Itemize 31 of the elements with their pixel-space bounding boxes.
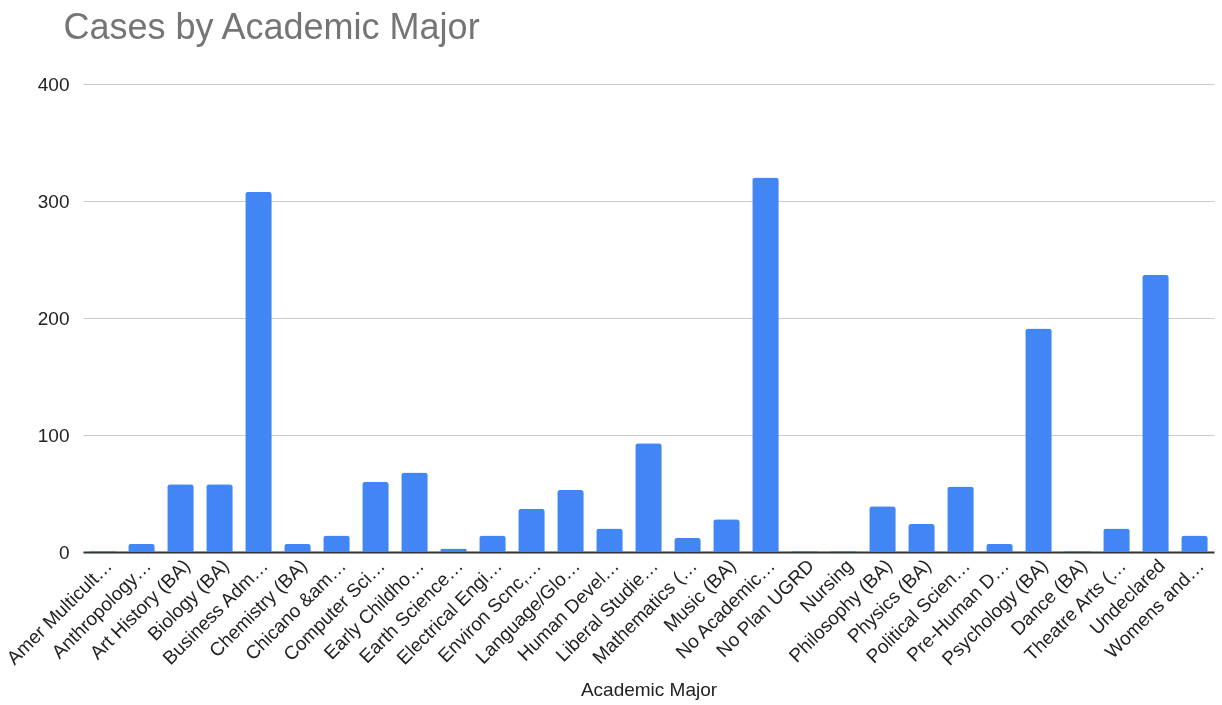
bar — [986, 543, 1013, 552]
bar — [479, 535, 506, 552]
bar — [1025, 328, 1052, 552]
bar — [1181, 535, 1208, 552]
bar — [713, 519, 740, 552]
bar — [167, 484, 194, 552]
bar — [1142, 274, 1169, 552]
bar — [752, 177, 779, 552]
bar — [635, 443, 662, 552]
chart-title: Cases by Academic Major — [63, 6, 480, 47]
bar — [284, 543, 311, 552]
bar — [869, 506, 896, 552]
y-tick-label: 0 — [58, 541, 70, 563]
bar — [596, 528, 623, 552]
bar — [362, 481, 389, 552]
bar — [323, 535, 350, 552]
bar — [518, 508, 545, 552]
bar — [557, 489, 584, 552]
bar — [245, 191, 272, 552]
bar — [206, 484, 233, 552]
bar — [947, 486, 974, 552]
y-tick-label: 100 — [37, 424, 70, 446]
bar — [674, 537, 701, 552]
y-tick-label: 300 — [37, 190, 70, 212]
bar — [401, 472, 428, 552]
bar — [128, 543, 155, 552]
x-axis-title: Academic Major — [580, 679, 718, 701]
y-tick-label: 200 — [37, 307, 70, 329]
bar — [908, 523, 935, 552]
bar — [1103, 528, 1130, 552]
y-tick-label: 400 — [37, 73, 70, 95]
